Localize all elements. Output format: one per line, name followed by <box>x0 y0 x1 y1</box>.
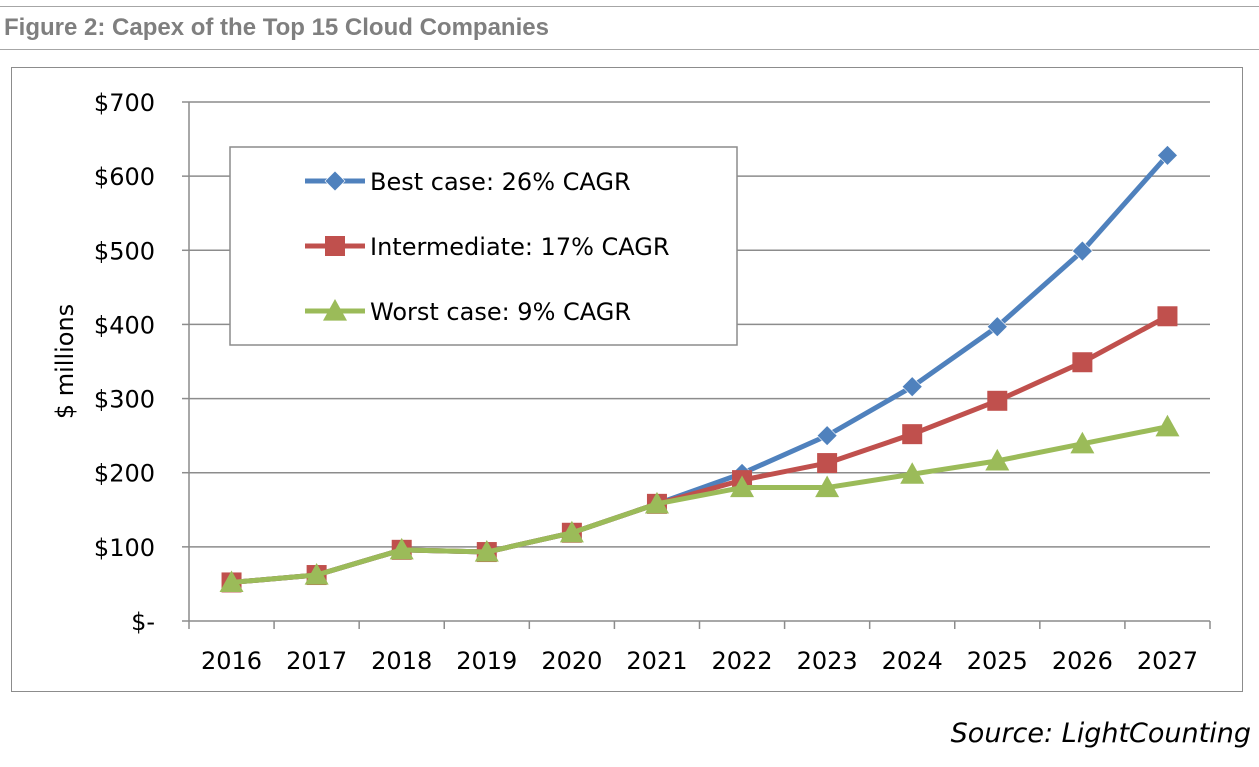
y-axis-title: $ millions <box>51 304 79 419</box>
data-point <box>816 425 838 447</box>
data-point <box>730 475 755 498</box>
series-triangle <box>219 414 1180 593</box>
x-tick-label: 2025 <box>967 647 1028 675</box>
data-point <box>815 475 840 498</box>
y-tick-label: $300 <box>94 386 155 414</box>
data-point <box>1157 306 1178 327</box>
data-point <box>985 448 1010 471</box>
axes: $- $100 $200 $300 $400 $500 $600 $700 2016 2017 20… <box>51 89 1211 675</box>
legend: Best case: 26% CAGR Intermediate: 17% CAG… <box>229 146 738 346</box>
legend-label: Intermediate: 17% CAGR <box>370 233 670 261</box>
source-note: Source: LightCounting <box>950 718 1251 749</box>
series-line <box>229 424 1170 585</box>
x-tick-label: 2027 <box>1137 647 1198 675</box>
series-square <box>221 306 1178 593</box>
y-tick-label: $100 <box>94 534 155 562</box>
data-point <box>901 376 923 398</box>
data-point <box>986 316 1008 338</box>
data-point <box>900 462 925 484</box>
x-tick-label: 2022 <box>712 647 773 675</box>
y-tick-label: $700 <box>94 89 155 117</box>
x-tick-label: 2018 <box>371 647 432 675</box>
x-tick-label: 2020 <box>541 647 602 675</box>
data-point <box>1072 352 1093 373</box>
data-point <box>559 520 584 543</box>
data-point <box>902 424 923 445</box>
data-point <box>219 570 244 593</box>
legend-label: Worst case: 9% CAGR <box>370 298 631 326</box>
x-tick-label: 2021 <box>626 647 687 675</box>
x-tick-label: 2023 <box>797 647 858 675</box>
chart-frame <box>11 67 1243 692</box>
x-tick-label: 2016 <box>201 647 262 675</box>
legend-label: Best case: 26% CAGR <box>370 168 631 196</box>
data-point <box>1157 144 1178 166</box>
series-line <box>229 313 1170 585</box>
y-tick-label: $600 <box>94 163 155 191</box>
y-tick-label: $200 <box>94 460 155 488</box>
data-point <box>1071 240 1093 262</box>
x-tick-label: 2017 <box>286 647 347 675</box>
data-point <box>987 390 1008 411</box>
x-tick-label: 2026 <box>1052 647 1113 675</box>
legend-marker <box>324 170 346 192</box>
figure-title: Figure 2: Capex of the Top 15 Cloud Comp… <box>4 14 549 41</box>
data-point <box>644 491 669 514</box>
data-point <box>1070 431 1095 454</box>
y-tick-label: $400 <box>94 311 155 339</box>
data-point <box>474 540 499 562</box>
legend-marker <box>323 299 347 321</box>
y-tick-label: $- <box>131 608 155 636</box>
data-point <box>817 453 838 474</box>
data-point <box>389 537 414 560</box>
data-point <box>1155 414 1180 437</box>
x-tick-label: 2024 <box>882 647 943 675</box>
y-tick-label: $500 <box>94 237 155 265</box>
series-lines <box>219 144 1180 593</box>
figure-title-bar: Figure 2: Capex of the Top 15 Cloud Comp… <box>0 6 1259 50</box>
x-tick-label: 2019 <box>456 647 517 675</box>
data-point <box>304 563 329 585</box>
legend-marker <box>325 236 345 256</box>
